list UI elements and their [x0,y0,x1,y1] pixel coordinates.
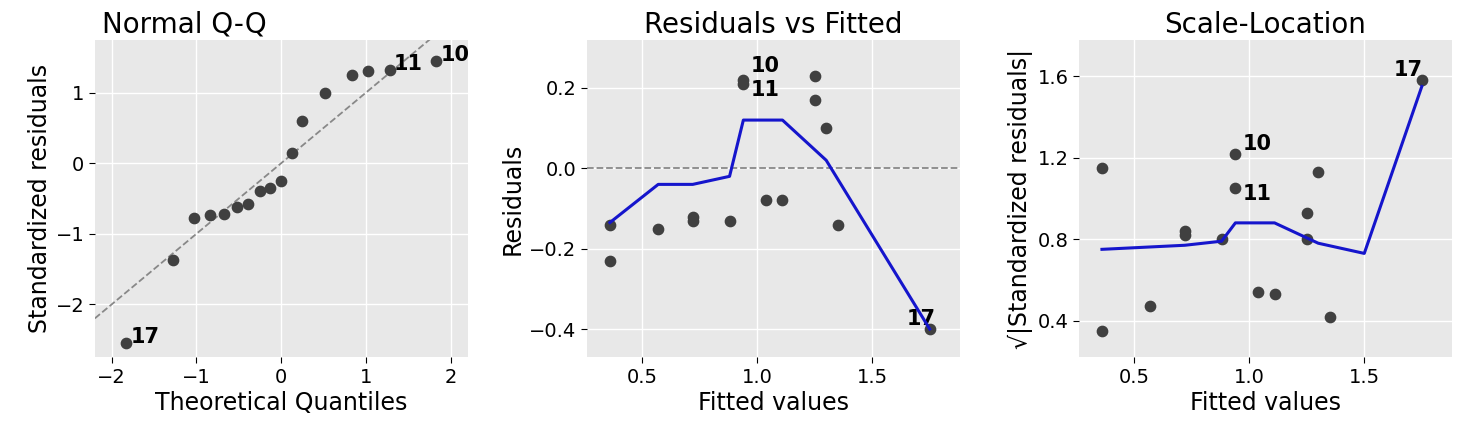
Point [731,76,754,83]
Point [1173,228,1196,235]
Point [598,221,622,228]
Text: 10: 10 [441,45,470,65]
Point [280,149,303,156]
Point [802,97,826,104]
Point [1307,168,1331,176]
Y-axis label: Residuals: Residuals [500,142,525,254]
Title: Scale-Location: Scale-Location [1164,11,1366,39]
Title: Residuals vs Fitted: Residuals vs Fitted [643,11,903,39]
Point [814,125,837,132]
Point [1263,291,1287,298]
Point [681,217,705,224]
Text: 11: 11 [394,54,423,74]
Text: 17: 17 [130,327,159,347]
Point [1247,288,1271,295]
Point [1090,327,1113,334]
Point [770,197,794,204]
Point [1090,164,1113,172]
Point [182,215,206,222]
Point [270,177,293,184]
Point [357,68,381,75]
Point [248,188,271,195]
Point [718,217,741,224]
Point [598,257,622,264]
Point [160,256,184,263]
Point [114,340,137,347]
X-axis label: Fitted values: Fitted values [1191,391,1341,415]
Point [236,201,260,208]
Point [802,72,826,79]
Text: 11: 11 [1242,184,1271,205]
Point [258,184,282,191]
Point [1224,185,1247,192]
Point [226,203,249,210]
Point [198,211,222,218]
Point [1317,313,1341,320]
Text: 17: 17 [906,309,935,329]
Point [1210,235,1233,243]
Point [731,80,754,87]
Point [314,89,337,96]
Point [1296,235,1319,243]
Text: 11: 11 [750,80,779,100]
Point [290,117,314,124]
Point [826,221,849,228]
Point [341,71,365,78]
Text: 17: 17 [1395,60,1423,80]
X-axis label: Fitted values: Fitted values [697,391,849,415]
Text: 10: 10 [750,56,779,76]
Point [646,225,670,232]
Point [918,325,941,333]
Y-axis label: √|Standardized residuals|: √|Standardized residuals| [1008,49,1033,348]
Point [1409,77,1433,84]
Y-axis label: Standardized residuals: Standardized residuals [28,64,51,333]
Point [1296,209,1319,216]
Text: 10: 10 [1242,134,1271,153]
Point [378,67,401,74]
Text: Normal Q-Q: Normal Q-Q [102,11,267,39]
Point [1224,150,1247,157]
Point [213,210,236,217]
X-axis label: Theoretical Quantiles: Theoretical Quantiles [155,391,407,415]
Point [754,197,778,204]
Point [425,57,448,64]
Point [1138,303,1161,310]
Point [1173,232,1196,239]
Point [681,213,705,220]
